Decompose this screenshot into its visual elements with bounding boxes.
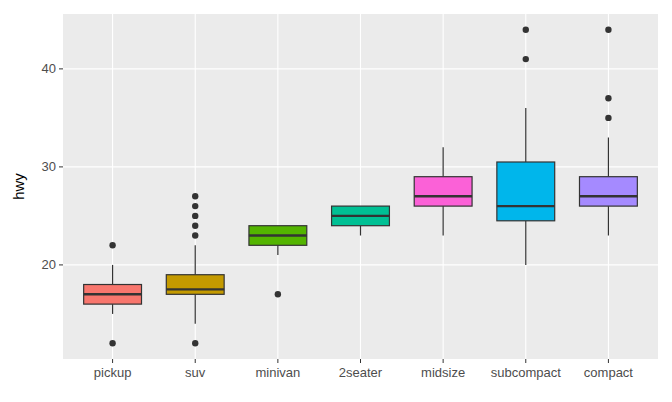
- median: [579, 195, 637, 197]
- box: [249, 226, 307, 246]
- box: [166, 275, 224, 295]
- whisker-upper: [525, 108, 526, 162]
- whisker-lower: [360, 226, 361, 236]
- whisker-lower: [277, 245, 278, 255]
- tick-x: [608, 359, 609, 363]
- box: [332, 206, 390, 226]
- median: [332, 215, 390, 217]
- box: [84, 285, 142, 305]
- median: [249, 234, 307, 236]
- whisker-lower: [112, 304, 113, 314]
- whisker-upper: [443, 147, 444, 176]
- axis-title: hwy: [10, 173, 27, 200]
- tick-label: 40: [42, 61, 56, 76]
- median: [166, 288, 224, 290]
- box: [579, 177, 637, 206]
- marks: [84, 26, 638, 346]
- outlier: [192, 193, 198, 199]
- tick-x: [195, 359, 196, 363]
- whisker-upper: [112, 265, 113, 285]
- category-label: 2seater: [339, 365, 383, 380]
- outlier: [192, 203, 198, 209]
- whisker-lower: [525, 221, 526, 265]
- chart: 20 30 40 pickup suv minivan 2seater midsize subc…: [0, 0, 672, 402]
- outlier: [523, 26, 529, 32]
- grid-line-x: [360, 14, 361, 359]
- grid-line-x: [195, 14, 196, 359]
- outlier: [605, 95, 611, 101]
- category-label: compact: [584, 365, 634, 380]
- tick-x: [525, 359, 526, 363]
- tick-x: [360, 359, 361, 363]
- outlier: [192, 340, 198, 346]
- box: [414, 177, 472, 206]
- category-label: suv: [185, 365, 206, 380]
- category-label: midsize: [421, 365, 465, 380]
- outlier: [109, 340, 115, 346]
- tick-label: 20: [42, 257, 56, 272]
- tick-label: 30: [42, 159, 56, 174]
- tick-x: [277, 359, 278, 363]
- panel: [63, 14, 658, 359]
- whisker-lower: [195, 294, 196, 323]
- outlier: [605, 115, 611, 121]
- grid-line-x: [112, 14, 113, 359]
- box: [497, 162, 555, 221]
- whisker-upper: [608, 137, 609, 176]
- median: [497, 205, 555, 207]
- grid-line-x: [277, 14, 278, 359]
- outlier: [109, 242, 115, 248]
- outlier: [192, 213, 198, 219]
- whisker-lower: [608, 206, 609, 235]
- median: [84, 293, 142, 295]
- outlier: [192, 232, 198, 238]
- median: [414, 195, 472, 197]
- whisker-lower: [443, 206, 444, 235]
- whisker-upper: [195, 245, 196, 274]
- category-label: minivan: [255, 365, 300, 380]
- outlier: [523, 56, 529, 62]
- tick-x: [112, 359, 113, 363]
- outlier: [275, 291, 281, 297]
- tick: [59, 166, 63, 167]
- tick-x: [443, 359, 444, 363]
- category-label: pickup: [94, 365, 132, 380]
- tick: [59, 68, 63, 69]
- outlier: [192, 223, 198, 229]
- outlier: [605, 26, 611, 32]
- category-label: subcompact: [491, 365, 561, 380]
- tick: [59, 264, 63, 265]
